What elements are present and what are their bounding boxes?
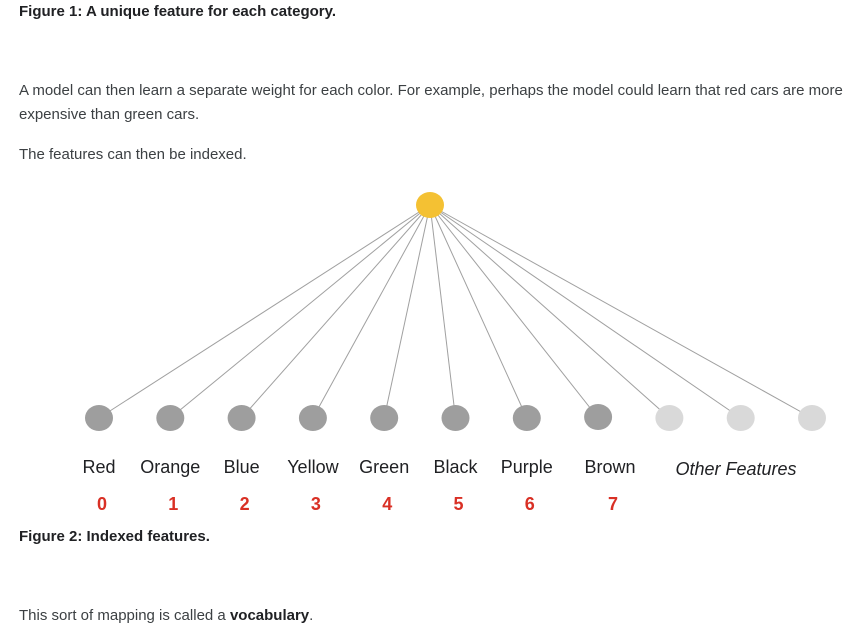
feature-node-green: [370, 405, 399, 431]
feature-node-black: [441, 405, 470, 431]
closing-sentence: This sort of mapping is called a vocabul…: [19, 604, 859, 628]
feature-index-green: 4: [382, 494, 392, 514]
diagram-edges: [98, 204, 813, 419]
edge-line: [383, 204, 431, 419]
feature-index-yellow: 3: [311, 494, 321, 514]
edge-line: [429, 204, 456, 419]
edge-line: [429, 204, 741, 419]
edge-line: [312, 204, 431, 419]
feature-node-yellow: [298, 405, 327, 431]
figure-1-caption: Figure 1: A unique feature for each cate…: [19, 3, 337, 20]
feature-node-red: [85, 405, 113, 431]
feature-index-orange: 1: [168, 494, 178, 514]
other-features-label: Other Features: [675, 459, 796, 479]
edge-line: [429, 204, 670, 419]
edge-line: [429, 204, 528, 419]
other-feature-node: [798, 405, 826, 431]
edge-line: [169, 204, 431, 419]
edge-line: [429, 204, 813, 419]
diagram-labels: Red 0 Orange 1 Blue 2 Yellow 3 Green 4 Black 5 Purpl…: [82, 457, 796, 514]
feature-node-brown: [584, 404, 613, 430]
indexed-features-diagram: Red 0 Orange 1 Blue 2 Yellow 3 Green 4 Black 5 Purpl…: [82, 192, 826, 514]
paragraph-indexed: The features can then be indexed.: [19, 146, 247, 163]
feature-label-purple: Purple: [501, 457, 553, 477]
feature-label-brown: Brown: [584, 457, 635, 477]
figure-2-caption: Figure 2: Indexed features.: [19, 528, 210, 545]
closing-suffix: .: [309, 607, 314, 624]
feature-index-purple: 6: [525, 494, 535, 514]
diagram-nodes: [85, 192, 826, 431]
feature-label-blue: Blue: [224, 457, 260, 477]
feature-node-purple: [512, 405, 541, 431]
closing-prefix: This sort of mapping is called a: [19, 607, 230, 624]
feature-label-green: Green: [359, 457, 409, 477]
feature-node-orange: [156, 405, 185, 431]
other-feature-node: [655, 405, 684, 431]
feature-label-black: Black: [433, 457, 478, 477]
other-feature-node: [726, 405, 755, 431]
feature-label-orange: Orange: [140, 457, 200, 477]
feature-index-brown: 7: [608, 494, 618, 514]
feature-label-yellow: Yellow: [287, 457, 339, 477]
feature-index-blue: 2: [240, 494, 250, 514]
feature-index-red: 0: [97, 494, 107, 514]
feature-node-blue: [227, 405, 256, 431]
vocabulary-term: vocabulary: [229, 607, 310, 624]
edge-line: [429, 204, 599, 419]
feature-label-red: Red: [82, 457, 115, 477]
paragraph-weights: A model can then learn a separate weight…: [19, 82, 843, 123]
edge-line: [98, 204, 431, 419]
output-node: [416, 192, 444, 218]
feature-index-black: 5: [453, 494, 463, 514]
edge-line: [241, 204, 431, 419]
